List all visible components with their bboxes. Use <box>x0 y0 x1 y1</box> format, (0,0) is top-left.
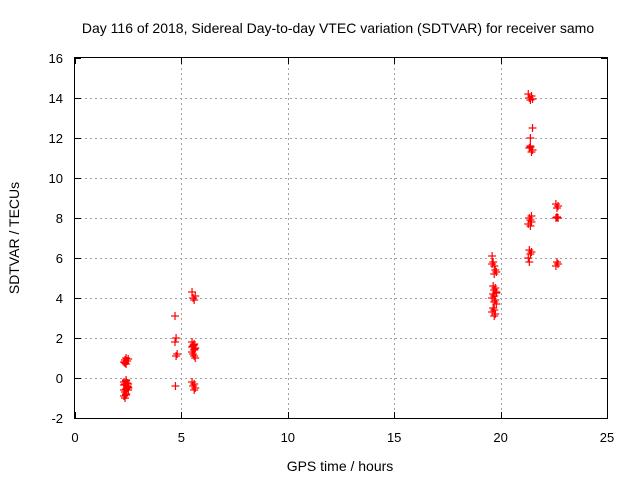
data-point <box>552 258 561 266</box>
y-tick-label: 12 <box>49 131 63 146</box>
data-point <box>552 204 561 212</box>
data-point <box>172 334 181 342</box>
data-point <box>188 378 197 386</box>
x-axis-label: GPS time / hours <box>287 458 394 474</box>
y-tick-label: 6 <box>56 251 63 266</box>
data-point <box>491 266 500 274</box>
y-tick-label: 2 <box>56 331 63 346</box>
data-point <box>488 252 497 260</box>
data-point <box>190 296 199 304</box>
data-point <box>490 312 499 320</box>
data-point <box>527 248 536 256</box>
y-tick-label: 0 <box>56 371 63 386</box>
x-tick-label: 5 <box>178 430 185 445</box>
data-point <box>122 385 131 393</box>
data-point <box>551 214 560 222</box>
data-point <box>191 354 200 362</box>
data-point <box>526 250 535 258</box>
data-points <box>119 90 563 402</box>
data-point <box>492 268 501 276</box>
data-point <box>526 134 535 142</box>
data-point <box>551 200 560 208</box>
data-point <box>528 124 537 132</box>
data-point <box>527 148 536 156</box>
data-point <box>492 289 501 297</box>
data-point <box>489 258 498 266</box>
data-point <box>525 246 534 254</box>
grid-lines <box>75 58 607 418</box>
data-point <box>488 260 497 268</box>
x-tick-label: 25 <box>600 430 614 445</box>
data-point <box>191 292 200 300</box>
plot-frame <box>74 57 608 419</box>
data-point <box>189 350 198 358</box>
chart-title: Day 116 of 2018, Sidereal Day-to-day VTE… <box>82 20 594 36</box>
x-axis-tick-labels: 0 5 10 15 20 25 <box>71 430 614 445</box>
data-point <box>171 382 180 390</box>
data-point <box>490 298 499 306</box>
data-point <box>190 352 199 360</box>
data-point <box>173 350 182 358</box>
data-point <box>551 262 560 270</box>
data-point <box>554 260 563 268</box>
data-point <box>490 262 499 270</box>
y-tick-label: 8 <box>56 211 63 226</box>
data-point <box>490 270 499 278</box>
data-point <box>525 214 534 222</box>
x-tick-label: 20 <box>493 430 507 445</box>
data-point <box>172 352 181 360</box>
data-point <box>526 222 535 230</box>
data-point <box>491 296 500 304</box>
data-point <box>189 294 198 302</box>
data-point <box>525 258 534 266</box>
data-point <box>491 310 500 318</box>
data-point <box>119 392 128 400</box>
data-point <box>526 143 535 151</box>
data-point <box>189 382 198 390</box>
data-point <box>552 213 561 221</box>
data-point <box>491 284 500 292</box>
data-point <box>121 359 130 367</box>
data-point <box>524 254 533 262</box>
y-tick-label: 4 <box>56 291 63 306</box>
y-axis-label: SDTVAR / TECUs <box>6 182 22 294</box>
data-point <box>191 384 200 392</box>
data-point <box>190 345 199 353</box>
data-point <box>528 95 537 103</box>
data-point <box>489 304 498 312</box>
data-point <box>189 341 198 349</box>
data-point <box>171 338 180 346</box>
y-tick-label: 10 <box>49 171 63 186</box>
y-axis-tick-labels: -2 0 2 4 6 8 10 12 14 16 <box>49 51 63 426</box>
x-tick-label: 0 <box>71 430 78 445</box>
data-point <box>122 360 131 368</box>
data-point <box>554 202 563 210</box>
x-tick-label: 15 <box>387 430 401 445</box>
x-tick-label: 10 <box>281 430 295 445</box>
data-point <box>526 96 535 104</box>
y-tick-label: 14 <box>49 91 63 106</box>
data-point <box>171 312 180 320</box>
data-point <box>190 386 199 394</box>
y-tick-label: 16 <box>49 51 63 66</box>
axis-ticks <box>75 58 608 419</box>
y-tick-label: -2 <box>51 411 63 426</box>
